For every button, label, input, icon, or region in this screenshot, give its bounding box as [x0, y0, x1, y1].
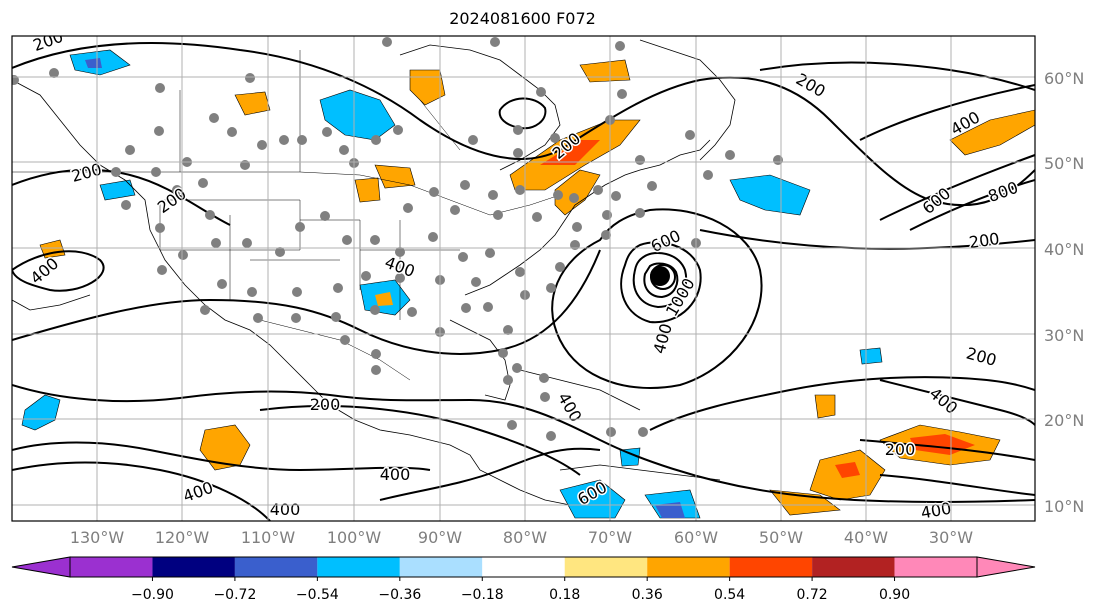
colorbar-segment [234, 557, 318, 577]
lon-label: 90°W [417, 528, 463, 547]
colorbar-arrow-left [11, 556, 71, 578]
colorbar-segment [70, 557, 153, 577]
contour-label: 200 [310, 395, 341, 414]
colorbar-segment [482, 557, 565, 577]
contour-lines [12, 42, 1035, 521]
colorbar-tick-label: 0.90 [878, 587, 911, 603]
colorbar-segment [894, 557, 977, 577]
contour-label: 400 [270, 500, 301, 519]
lon-label: 110°W [240, 528, 296, 547]
lat-label: 40°N [1044, 240, 1085, 259]
colorbar-segment [399, 557, 483, 577]
contour-label: 200 [885, 440, 916, 459]
lon-label: 120°W [154, 528, 210, 547]
lon-label: 50°W [758, 528, 804, 547]
colorbar-tick-label: 0.54 [714, 587, 746, 603]
colorbar-tick-label: 0.72 [796, 587, 828, 603]
colorbar-tick-label: 0.36 [631, 587, 663, 603]
colorbar-segment [729, 557, 813, 577]
colorbar-tick-label: −0.54 [295, 587, 339, 603]
colorbar-tick-label: −0.72 [213, 587, 257, 603]
lon-label: 80°W [502, 528, 548, 547]
contour-label: 400 [919, 499, 952, 523]
colorbar-tick-label: −0.90 [131, 587, 174, 603]
lon-label: 60°W [673, 528, 719, 547]
colorbar-segment [647, 557, 730, 577]
lat-label: 20°N [1044, 411, 1085, 430]
contour-label: 200 [968, 229, 1001, 252]
lon-label: 130°W [69, 528, 125, 547]
lat-label: 50°N [1044, 154, 1085, 173]
colorbar-segment [317, 557, 400, 577]
map-title: 2024081600 F072 [449, 9, 596, 28]
colorbar-tick-label: −0.36 [378, 587, 422, 603]
lat-label: 60°N [1044, 69, 1085, 88]
lon-label: 40°W [843, 528, 889, 547]
contour-label: 400 [380, 465, 411, 484]
colorbar-arrow-right [976, 556, 1036, 578]
lon-label: 30°W [928, 528, 974, 547]
gridlines [12, 36, 1035, 521]
lon-label: 70°W [587, 528, 633, 547]
colorbar-tick-label: −0.18 [460, 587, 504, 603]
observation-dots [12, 37, 783, 441]
lat-label: 10°N [1044, 497, 1085, 516]
map-frame [11, 35, 1036, 522]
shaded-anomaly-regions [21, 49, 1035, 519]
lat-label: 30°N [1044, 326, 1085, 345]
colorbar-segment [812, 557, 895, 577]
lon-label: 100°W [326, 528, 382, 547]
colorbar-segment [564, 557, 648, 577]
colorbar-tick-label: 0.18 [549, 587, 581, 603]
colorbar [11, 556, 1036, 581]
colorbar-segment [152, 557, 235, 577]
map-background [12, 36, 1035, 521]
